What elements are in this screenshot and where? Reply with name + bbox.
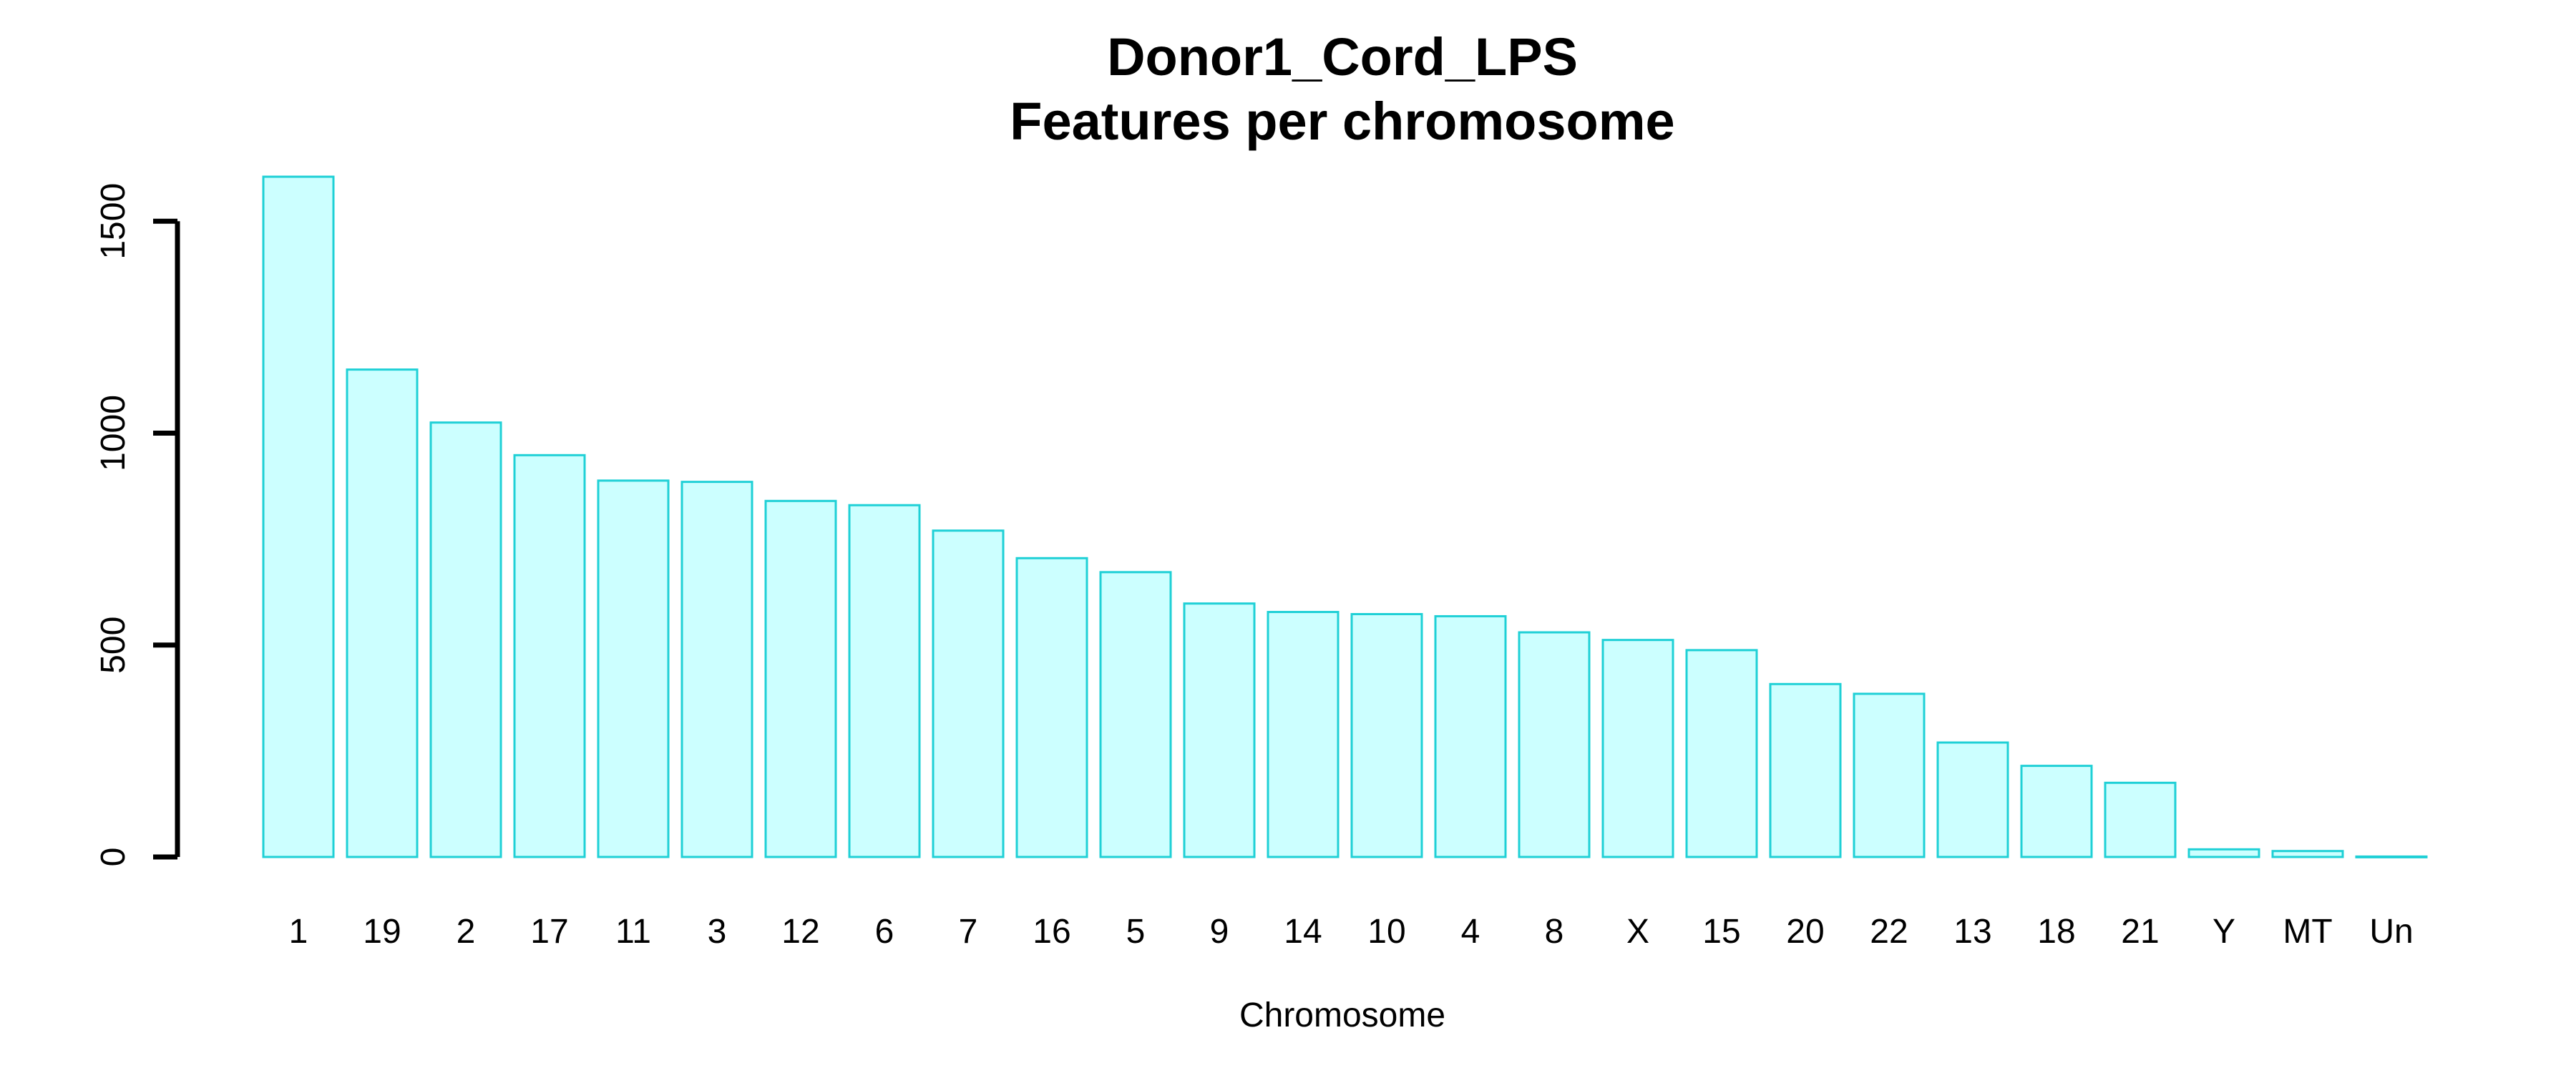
x-tick-label: 18 (2037, 913, 2075, 951)
x-tick-label: 21 (2121, 913, 2159, 951)
x-tick-label: 7 (959, 913, 978, 951)
bar-chr-7 (932, 529, 1005, 858)
x-tick-label: Un (2369, 913, 2413, 951)
bar-chr-17 (513, 454, 586, 858)
bar-chr-4 (1434, 614, 1507, 858)
bar-chr-20 (1769, 682, 1842, 858)
bar-chr-X (1601, 639, 1674, 858)
x-tick-label: 5 (1126, 913, 1146, 951)
bar-chr-MT (2271, 850, 2344, 858)
y-tick-label: 1000 (94, 395, 132, 471)
x-tick-label: 2 (457, 913, 476, 951)
chart-subtitle: Features per chromosome (1010, 92, 1674, 151)
chart-title: Donor1_Cord_LPS (1107, 27, 1578, 87)
bar-chr-14 (1267, 611, 1340, 858)
x-tick-label: 13 (1953, 913, 1991, 951)
bar-chr-21 (2104, 781, 2177, 858)
bar-chr-6 (848, 504, 921, 858)
bar-chr-Y (2187, 848, 2260, 858)
x-tick-label: 20 (1786, 913, 1824, 951)
bar-chr-22 (1853, 692, 1926, 858)
x-tick-label: 9 (1210, 913, 1229, 951)
x-tick-label: 15 (1702, 913, 1740, 951)
x-tick-label: 6 (875, 913, 894, 951)
x-tick-label: 22 (1870, 913, 1908, 951)
y-tick-label: 0 (94, 848, 132, 867)
y-tick-label: 1500 (94, 183, 132, 260)
x-tick-labels: 1 19 2 17 11 3 12 6 7 16 5 9 14 10 4 8 X 15 20 22 13 18 21 Y MT U… (289, 913, 2414, 951)
bar-chr-Un (2355, 855, 2428, 858)
bar-chr-5 (1099, 571, 1172, 858)
x-tick-label: MT (2283, 913, 2332, 951)
x-tick-label: 8 (1545, 913, 1564, 951)
x-tick-label: 19 (363, 913, 401, 951)
bar-chr-1 (262, 175, 335, 858)
y-axis: 0 500 1000 1500 (94, 183, 180, 867)
bar-chr-13 (1936, 741, 2009, 858)
x-tick-label: 14 (1284, 913, 1322, 951)
bar-chr-19 (346, 368, 419, 858)
x-tick-label: 4 (1461, 913, 1480, 951)
x-axis-title: Chromosome (1239, 996, 1445, 1034)
bar-chr-12 (764, 499, 837, 858)
bar-chr-2 (429, 421, 502, 858)
x-tick-label: 16 (1033, 913, 1070, 951)
bar-chr-8 (1518, 631, 1591, 858)
bar-chr-11 (597, 479, 670, 858)
x-tick-label: 11 (615, 913, 651, 951)
bar-chr-9 (1183, 602, 1256, 858)
bars-group (262, 175, 2428, 858)
x-tick-label: 3 (708, 913, 727, 951)
y-tick-label: 500 (94, 617, 132, 674)
x-tick-label: 17 (530, 913, 568, 951)
bar-chr-18 (2020, 765, 2093, 858)
bar-chr-16 (1015, 557, 1088, 858)
x-tick-label: 1 (289, 913, 308, 951)
x-tick-label: 10 (1367, 913, 1405, 951)
bar-chr-15 (1685, 649, 1758, 858)
x-tick-label: Y (2212, 913, 2235, 951)
x-tick-label: 12 (781, 913, 819, 951)
bar-chr-10 (1350, 612, 1423, 858)
bar-chr-3 (680, 481, 753, 858)
x-tick-label: X (1626, 913, 1649, 951)
